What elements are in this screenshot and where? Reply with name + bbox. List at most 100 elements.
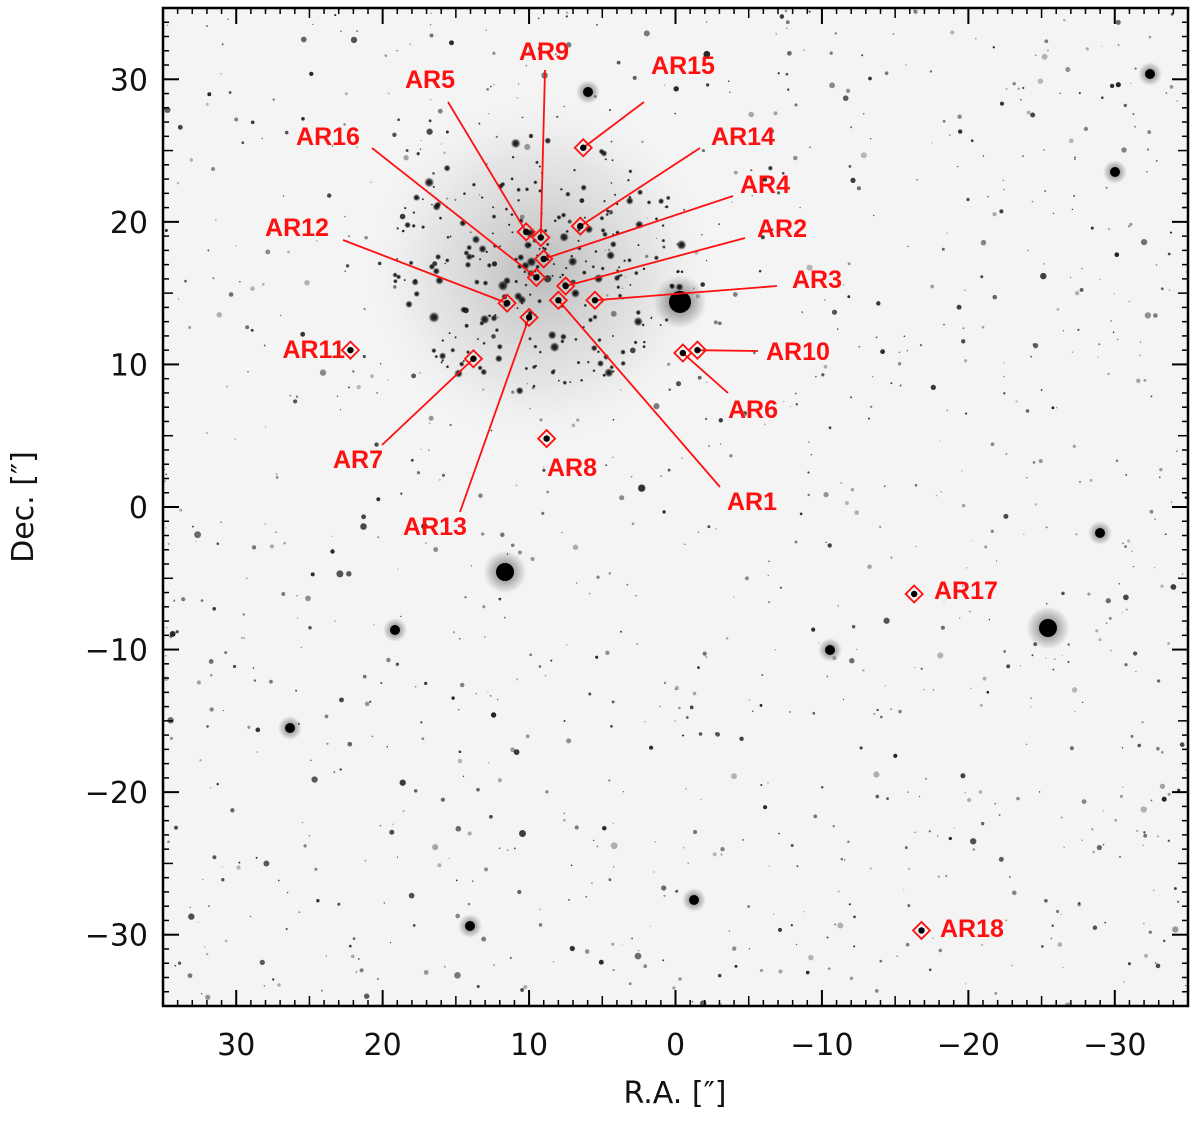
cluster-star <box>517 253 525 262</box>
cluster-star <box>528 293 532 297</box>
field-star <box>726 637 729 640</box>
field-star <box>949 134 951 136</box>
field-star <box>197 921 199 924</box>
field-star <box>943 601 945 603</box>
field-star <box>529 407 532 410</box>
field-star <box>428 415 434 421</box>
field-star <box>1107 227 1111 231</box>
field-star <box>1032 461 1036 464</box>
field-star <box>539 418 543 422</box>
field-star <box>347 741 353 747</box>
field-star <box>448 75 451 77</box>
field-star <box>923 688 925 691</box>
x-tick-label: 10 <box>510 1028 548 1063</box>
field-star <box>893 753 898 758</box>
field-star <box>611 942 615 946</box>
field-star <box>906 350 908 352</box>
field-star <box>624 276 627 278</box>
field-star <box>729 454 733 458</box>
field-star <box>584 949 590 954</box>
field-star <box>1128 300 1130 303</box>
field-star <box>309 71 314 77</box>
field-star <box>853 945 856 948</box>
cluster-star <box>676 239 687 250</box>
label-ar13: AR13 <box>403 513 467 541</box>
cluster-star <box>487 314 492 318</box>
field-star <box>1162 939 1166 943</box>
cluster-star <box>494 354 503 363</box>
field-star <box>965 412 968 415</box>
field-star <box>301 821 304 824</box>
field-star <box>316 240 318 242</box>
field-star <box>173 599 176 602</box>
field-star <box>856 186 861 191</box>
cluster-star <box>449 235 452 238</box>
cluster-glow <box>350 80 730 460</box>
cluster-star <box>613 274 621 282</box>
field-star <box>1045 526 1048 529</box>
field-star <box>588 592 591 595</box>
field-star <box>880 715 883 719</box>
field-star <box>636 643 638 645</box>
field-star <box>674 112 676 115</box>
field-star <box>283 541 287 545</box>
field-star <box>295 395 299 398</box>
field-star <box>610 182 613 184</box>
cluster-star <box>511 155 515 159</box>
field-star <box>1130 82 1132 84</box>
field-star <box>1176 100 1179 102</box>
field-star <box>764 423 766 425</box>
field-star <box>305 595 311 602</box>
field-star <box>907 904 911 908</box>
field-star <box>585 896 587 898</box>
marker-ar11 <box>340 340 361 360</box>
field-star <box>481 532 485 536</box>
field-star <box>1003 513 1009 519</box>
field-star <box>621 944 623 946</box>
cluster-star <box>570 254 574 258</box>
field-star <box>943 323 945 326</box>
field-star <box>485 29 487 31</box>
field-star <box>1134 67 1137 70</box>
field-star <box>1029 705 1032 708</box>
field-star <box>643 30 650 37</box>
field-star <box>1063 18 1066 22</box>
field-star <box>660 475 662 477</box>
field-star <box>817 642 820 644</box>
field-star <box>969 610 971 613</box>
field-star <box>837 605 839 607</box>
field-star <box>842 698 845 701</box>
field-star <box>940 491 942 493</box>
marker-ar1 <box>548 290 569 311</box>
field-star <box>653 403 660 410</box>
cluster-star <box>628 169 633 174</box>
field-star <box>811 627 816 632</box>
field-star <box>638 950 640 952</box>
field-star <box>948 836 952 841</box>
field-star <box>259 959 265 966</box>
field-star <box>411 373 417 379</box>
field-star <box>440 143 443 145</box>
field-star <box>832 825 835 828</box>
field-star <box>834 32 838 35</box>
field-star <box>1082 701 1084 704</box>
field-star <box>1167 252 1171 256</box>
field-star <box>523 984 528 990</box>
field-star <box>790 924 793 927</box>
cluster-star <box>659 323 662 327</box>
field-star <box>1056 909 1060 914</box>
field-star <box>563 720 566 722</box>
plot-area: AR1 AR2 AR3 AR4 AR5 AR6 AR7 AR8 AR9 AR10 AR11 AR12 A… <box>163 8 1188 1006</box>
field-star <box>705 655 708 659</box>
field-star <box>392 132 397 137</box>
field-star <box>809 146 811 148</box>
field-star <box>464 596 467 599</box>
field-star <box>728 930 731 932</box>
field-star <box>206 725 209 728</box>
cluster-star <box>392 272 398 278</box>
field-star <box>692 829 698 835</box>
field-star <box>998 856 1004 862</box>
field-star <box>842 284 845 286</box>
cluster-star <box>587 317 594 323</box>
field-star <box>691 1001 694 1003</box>
